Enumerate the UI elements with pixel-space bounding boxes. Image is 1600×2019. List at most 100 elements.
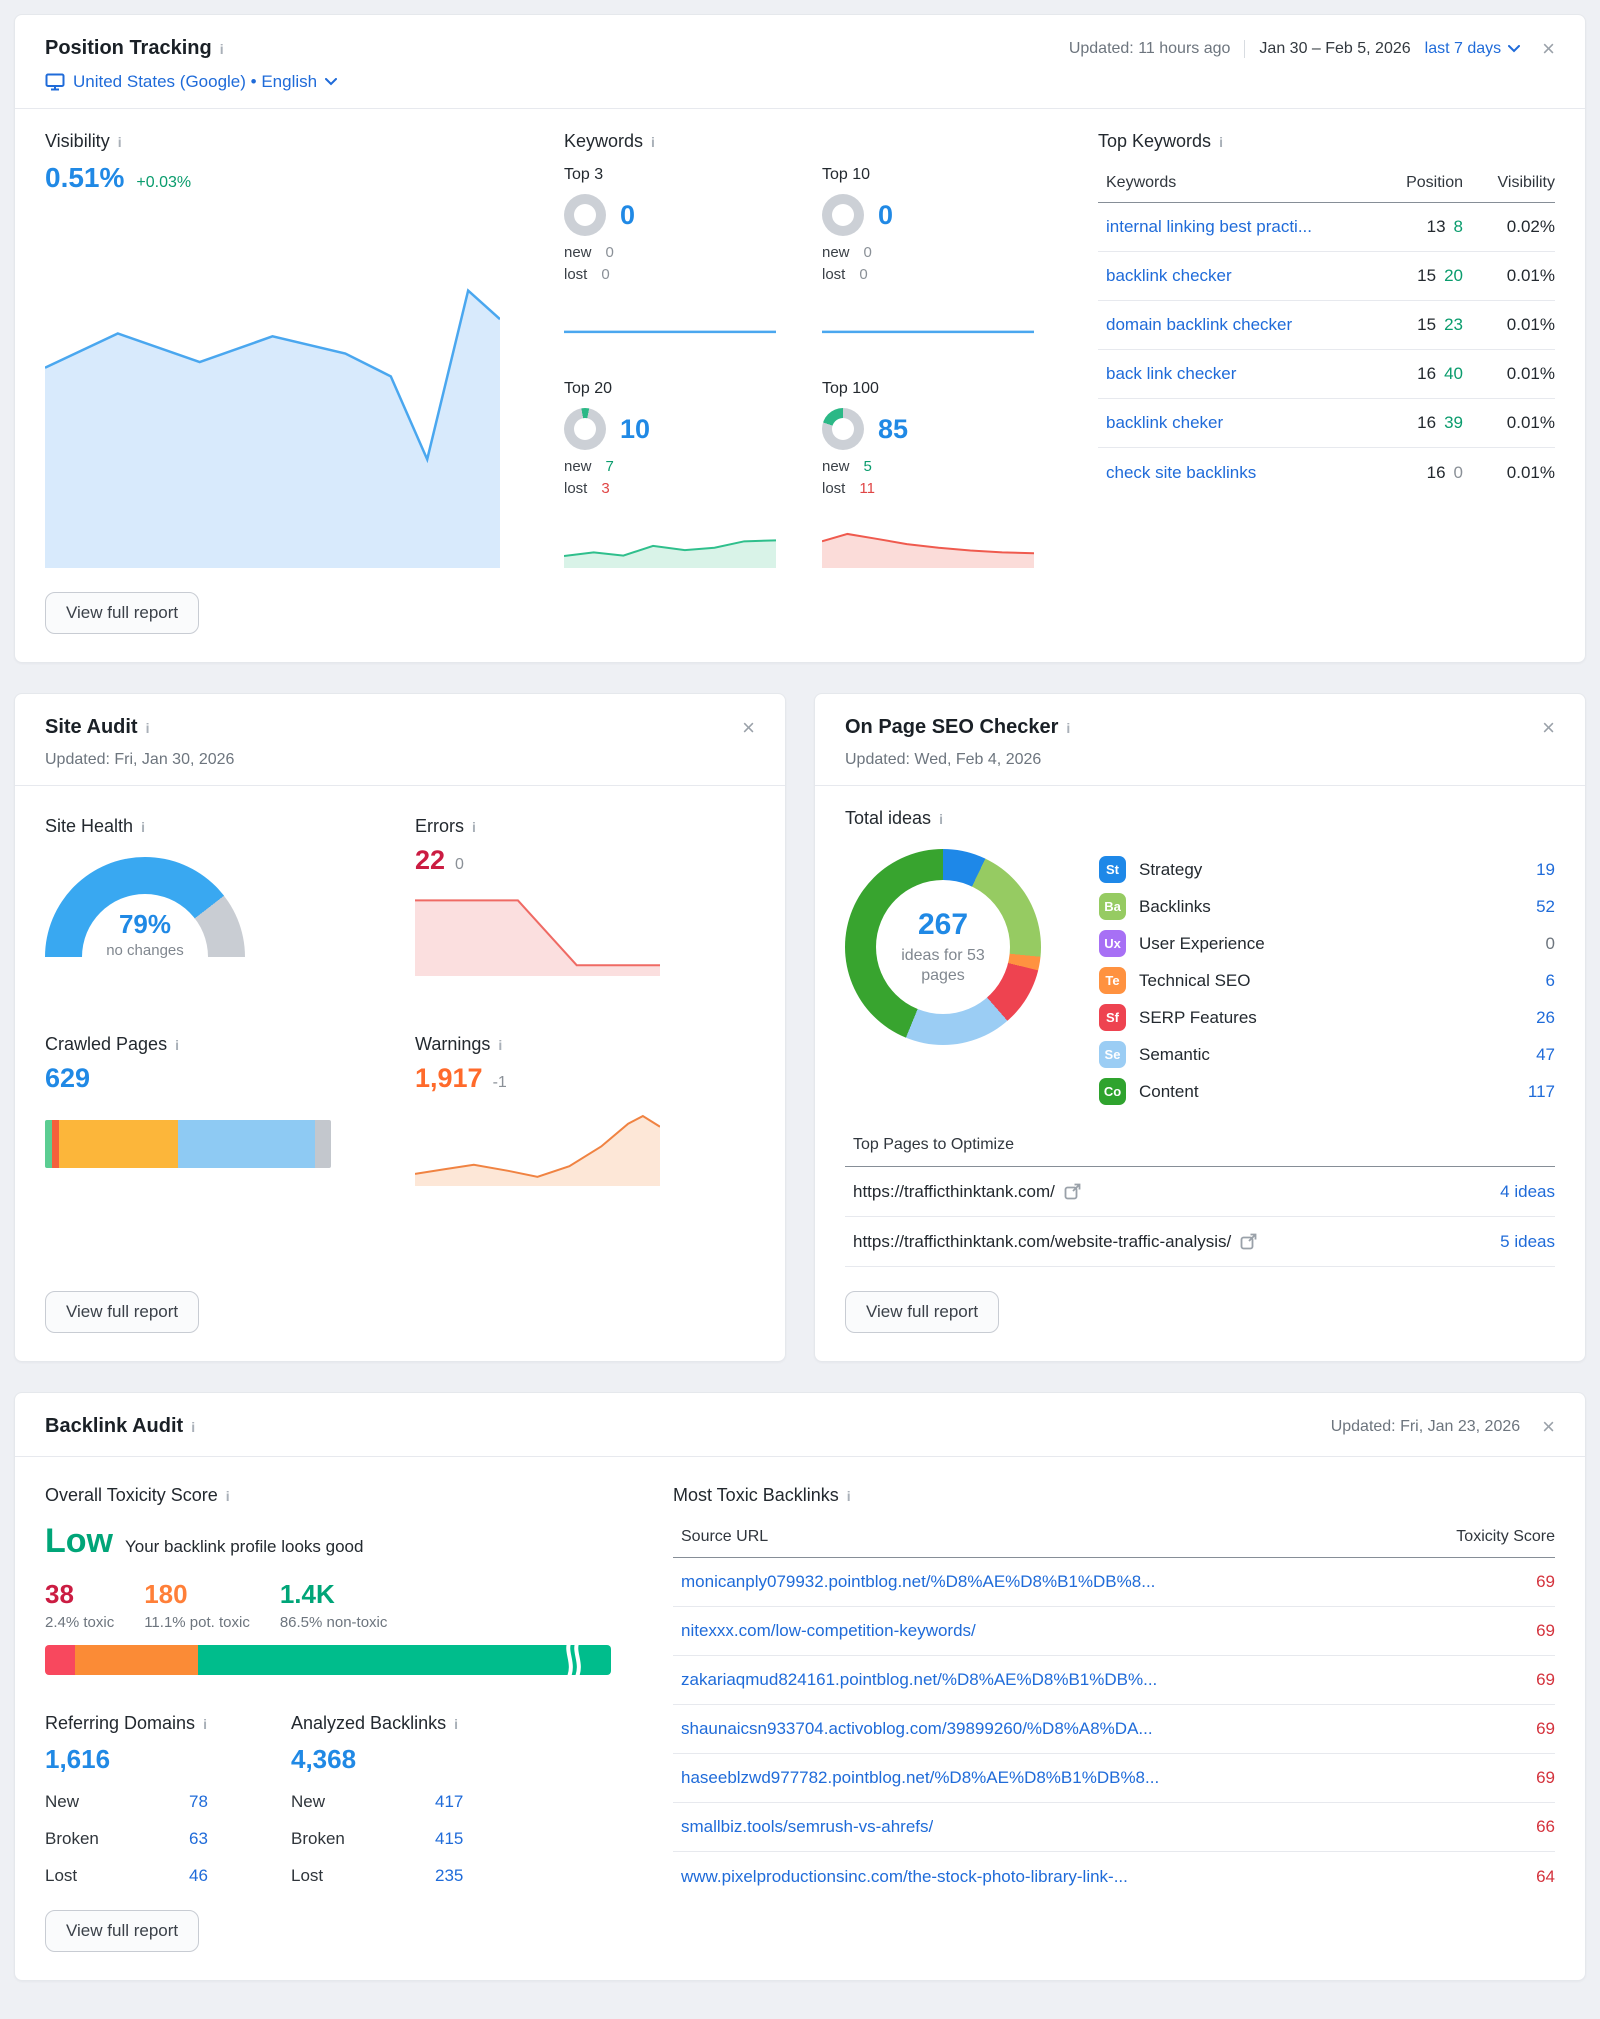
top-page-row: https://trafficthinktank.com/ 4 ideas	[845, 1167, 1555, 1217]
stat-link[interactable]: 417	[435, 1792, 464, 1811]
bucket-value: 0	[620, 199, 636, 230]
legend-label: Content	[1139, 1081, 1199, 1101]
position-change: 23	[1444, 315, 1463, 334]
table-header: Source URL Toxicity Score	[673, 1520, 1555, 1558]
close-icon[interactable]: ×	[1542, 714, 1555, 740]
legend-count[interactable]: 52	[1536, 896, 1555, 916]
errors-delta: 0	[455, 856, 464, 873]
view-full-report-button[interactable]: View full report	[45, 1291, 200, 1333]
backlink-url-link[interactable]: www.pixelproductionsinc.com/the-stock-ph…	[681, 1866, 1128, 1886]
position-change: 0	[1453, 462, 1463, 482]
bucket-sparkline	[822, 330, 1034, 334]
info-icon[interactable]: i	[454, 1715, 458, 1732]
stat-link[interactable]: 63	[189, 1829, 208, 1848]
on-page-seo-header: On Page SEO Checker i × Updated: Wed, Fe…	[815, 694, 1585, 785]
view-full-report-button[interactable]: View full report	[45, 592, 200, 634]
view-full-report-button[interactable]: View full report	[45, 1910, 200, 1952]
table-row: check site backlinks 16 0 0.01%	[1098, 448, 1555, 497]
info-icon[interactable]: i	[651, 133, 655, 150]
keyword-link[interactable]: domain backlink checker	[1106, 315, 1293, 334]
info-icon[interactable]: i	[175, 1036, 179, 1053]
backlink-url-link[interactable]: monicanply079932.pointblog.net/%D8%AE%D8…	[681, 1572, 1156, 1591]
legend-item-strategy: St Strategy 19	[1099, 851, 1555, 888]
divider	[1244, 39, 1246, 58]
backlink-audit-header: Backlink Audit i Updated: Fri, Jan 23, 2…	[15, 1393, 1585, 1456]
info-icon[interactable]: i	[191, 1418, 196, 1435]
most-toxic-label: Most Toxic Backlinks	[673, 1485, 839, 1505]
info-icon[interactable]: i	[219, 40, 224, 57]
info-icon[interactable]: i	[939, 810, 943, 827]
backlink-url-link[interactable]: shaunaicsn933704.activoblog.com/39899260…	[681, 1719, 1153, 1738]
table-row: backlink checker 15 20 0.01%	[1098, 252, 1555, 301]
divider	[15, 785, 785, 786]
info-icon[interactable]: i	[498, 1036, 503, 1053]
table-row: smallbiz.tools/semrush-vs-ahrefs/ 66	[673, 1803, 1555, 1852]
stat-link[interactable]: 415	[435, 1829, 464, 1848]
info-icon[interactable]: i	[117, 133, 122, 150]
crawled-pages-label: Crawled Pages	[45, 1034, 168, 1054]
keyword-link[interactable]: backlink checker	[1106, 266, 1232, 285]
toxic-backlinks-table: Source URL Toxicity Score monicanply0799…	[673, 1520, 1555, 1901]
legend-count[interactable]: 6	[1545, 970, 1555, 990]
keyword-link[interactable]: backlink cheker	[1106, 413, 1224, 432]
keywords-bucket-top3: Top 3 0 new 0 lost 0	[564, 166, 776, 354]
stat-link[interactable]: 46	[189, 1866, 208, 1885]
keyword-link[interactable]: check site backlinks	[1106, 462, 1257, 482]
stat-link[interactable]: 235	[435, 1866, 464, 1885]
info-icon[interactable]: i	[1219, 133, 1223, 150]
view-full-report-button[interactable]: View full report	[845, 1291, 1000, 1333]
info-icon[interactable]: i	[1066, 719, 1071, 736]
info-icon[interactable]: i	[846, 1487, 851, 1504]
close-icon[interactable]: ×	[742, 714, 755, 740]
info-icon[interactable]: i	[203, 1715, 207, 1732]
external-link-icon[interactable]	[1064, 1183, 1081, 1200]
info-icon[interactable]: i	[225, 1487, 230, 1504]
referring-domains-section: Referring Domains i 1,616 New 78 Broken 63…	[45, 1713, 237, 1886]
stat-row: Lost 235	[291, 1866, 483, 1886]
stat-link[interactable]: 78	[189, 1792, 208, 1811]
on-page-seo-body: Total ideas i 267 ideas for 53 pages St	[815, 786, 1585, 1361]
ideas-donut-chart: 267 ideas for 53 pages	[845, 849, 1041, 1045]
crawled-pages-stacked-bar	[45, 1120, 331, 1168]
serp-badge-icon: Sf	[1099, 1004, 1126, 1031]
pot-toxic-caption: 11.1% pot. toxic	[144, 1614, 250, 1631]
new-label: new	[564, 458, 592, 475]
date-range: Jan 30 – Feb 5, 2026	[1259, 39, 1411, 57]
location-selector[interactable]: United States (Google) • English	[45, 72, 1555, 92]
info-icon[interactable]: i	[472, 818, 476, 835]
technical-badge-icon: Te	[1099, 967, 1126, 994]
top-page-row: https://trafficthinktank.com/website-tra…	[845, 1217, 1555, 1267]
ideas-link[interactable]: 4 ideas	[1500, 1181, 1555, 1201]
close-icon[interactable]: ×	[1542, 35, 1555, 61]
non-toxic-caption: 86.5% non-toxic	[279, 1614, 388, 1631]
keyword-link[interactable]: internal linking best practi...	[1106, 217, 1312, 236]
warnings-label: Warnings	[415, 1034, 491, 1054]
divider	[815, 785, 1585, 786]
content-badge-icon: Co	[1099, 1078, 1126, 1105]
ideas-link[interactable]: 5 ideas	[1500, 1231, 1555, 1251]
legend-count: 0	[1545, 933, 1555, 953]
visibility-value: 0.01%	[1506, 364, 1555, 383]
stat-label: New	[45, 1792, 80, 1811]
close-icon[interactable]: ×	[1542, 1413, 1555, 1439]
info-icon[interactable]: i	[141, 818, 145, 835]
bucket-label: Top 10	[822, 166, 871, 183]
external-link-icon[interactable]	[1240, 1233, 1257, 1250]
keyword-link[interactable]: back link checker	[1106, 364, 1237, 383]
range-dropdown[interactable]: last 7 days	[1425, 40, 1521, 58]
backlink-audit-panel: Backlink Audit i Updated: Fri, Jan 23, 2…	[14, 1392, 1586, 1981]
backlink-url-link[interactable]: zakariaqmud824161.pointblog.net/%D8%AE%D…	[681, 1670, 1158, 1689]
keywords-label: Keywords	[564, 131, 644, 151]
legend-count[interactable]: 26	[1536, 1007, 1555, 1027]
backlink-url-link[interactable]: haseeblzwd977782.pointblog.net/%D8%AE%D8…	[681, 1768, 1160, 1787]
table-row: haseeblzwd977782.pointblog.net/%D8%AE%D8…	[673, 1754, 1555, 1803]
legend-count[interactable]: 117	[1527, 1081, 1555, 1101]
backlink-url-link[interactable]: smallbiz.tools/semrush-vs-ahrefs/	[681, 1817, 934, 1836]
col-position: Position	[1406, 174, 1463, 191]
backlink-url-link[interactable]: nitexxx.com/low-competition-keywords/	[681, 1621, 976, 1640]
legend-count[interactable]: 19	[1536, 859, 1555, 879]
crawled-pages-section: Crawled Pages i 629	[45, 1034, 375, 1186]
info-icon[interactable]: i	[145, 719, 150, 736]
stat-label: New	[291, 1792, 326, 1811]
legend-count[interactable]: 47	[1536, 1044, 1555, 1064]
